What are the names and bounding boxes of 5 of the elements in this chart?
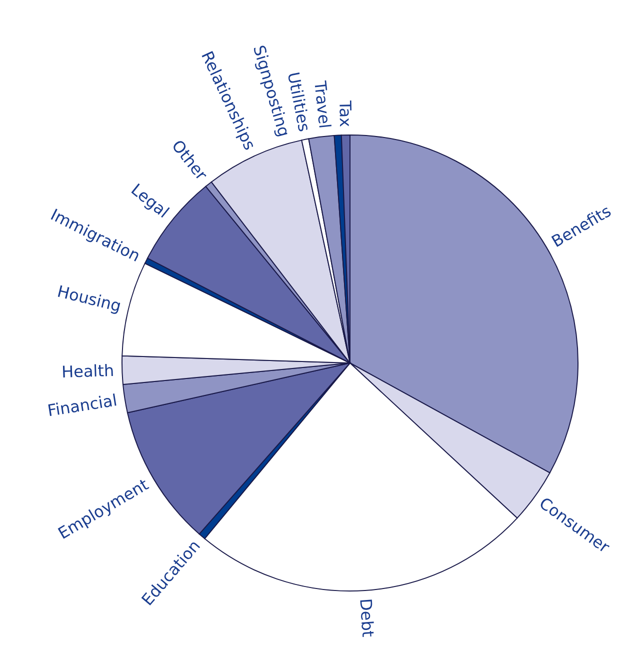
slice-label: Debt (356, 598, 378, 638)
slice-label: Tax (336, 99, 356, 128)
slice-label: Financial (46, 390, 118, 420)
slice-label: Travel (310, 79, 334, 130)
slice-label: Health (61, 360, 114, 382)
